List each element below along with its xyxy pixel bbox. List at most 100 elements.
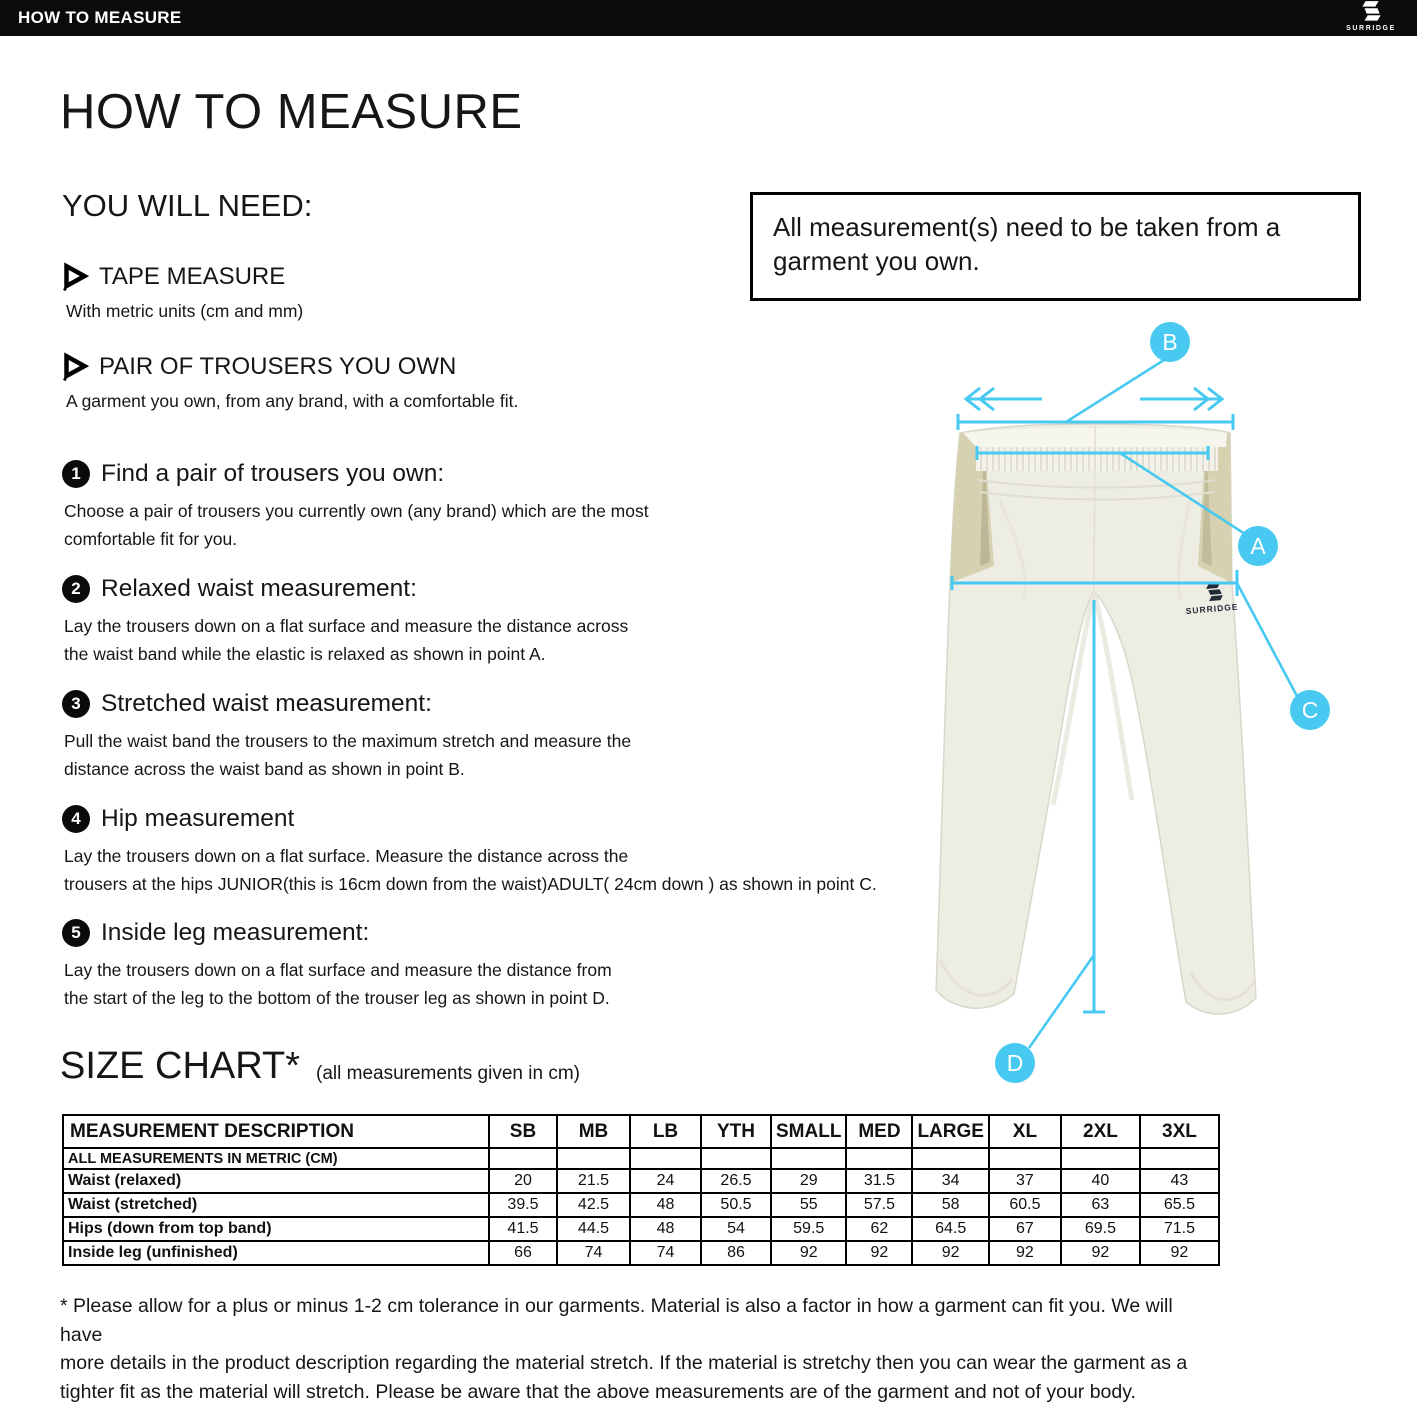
cell-value: 43 [1138, 1168, 1220, 1194]
you-will-need-heading: YOU WILL NEED: [62, 188, 313, 223]
cell-value: 92 [1059, 1240, 1141, 1266]
need-item-label: TAPE MEASURE [99, 263, 286, 290]
triangle-bullet-icon [63, 262, 90, 292]
step-title: Find a pair of trousers you own: [101, 460, 445, 487]
note-text: All measurement(s) need to be taken from… [773, 212, 1281, 276]
size-chart-subnote: (all measurements given in cm) [316, 1063, 580, 1084]
column-header: MEASUREMENT DESCRIPTION [62, 1114, 490, 1149]
step-title: Inside leg measurement: [101, 919, 370, 946]
surridge-wordmark: SURRIDGE [1346, 25, 1396, 32]
cell-value: 44.5 [556, 1216, 631, 1242]
stretch-arrows [963, 386, 1225, 412]
need-item-tape-measure: TAPE MEASURE [62, 262, 285, 292]
step-title: Relaxed waist measurement: [101, 575, 417, 602]
cell-value: 65.5 [1138, 1192, 1220, 1218]
trouser-measurement-diagram: SURRIDGE [935, 322, 1330, 1083]
note-box: All measurement(s) need to be taken from… [750, 192, 1361, 301]
cell-value: 71.5 [1138, 1216, 1220, 1242]
cell-value: 48 [629, 1216, 702, 1242]
cell-value: 92 [1138, 1240, 1220, 1266]
callout-b: B [1150, 322, 1190, 362]
cell-value: 34 [911, 1168, 990, 1194]
column-header: 3XL [1138, 1114, 1220, 1149]
cell-value: 31.5 [845, 1168, 914, 1194]
step-description: Pull the waist band the trousers to the … [64, 731, 632, 779]
step-description: Lay the trousers down on a flat surface.… [64, 846, 877, 894]
tolerance-disclaimer: * Please allow for a plus or minus 1-2 c… [60, 1295, 1188, 1403]
cell-value: 92 [987, 1240, 1062, 1266]
step-title: Hip measurement [101, 805, 295, 832]
step-description: Lay the trousers down on a flat surface … [64, 616, 629, 664]
cell-value: 62 [845, 1216, 914, 1242]
cell-value: 63 [1059, 1192, 1141, 1218]
measure-line-d [1027, 600, 1105, 1049]
measure-line-b [956, 358, 1235, 430]
surridge-s-icon [1362, 1, 1381, 21]
need-item-sub: A garment you own, from any brand, with … [66, 391, 519, 411]
row-label: Waist (stretched) [62, 1192, 490, 1218]
callout-a: A [1238, 526, 1278, 566]
size-chart-heading: SIZE CHART* [60, 1045, 301, 1087]
cell-value: 64.5 [911, 1216, 990, 1242]
step-title: Stretched waist measurement: [101, 690, 432, 717]
garment-surridge-logo: SURRIDGE [1185, 583, 1239, 617]
column-header: MB [556, 1114, 631, 1149]
cell-value: 60.5 [987, 1192, 1062, 1218]
cell-value: 42.5 [556, 1192, 631, 1218]
cell-value: 24 [629, 1168, 702, 1194]
step-number-badge: 4 [62, 805, 90, 833]
cell-value: 92 [911, 1240, 990, 1266]
column-header: SMALL [769, 1114, 848, 1149]
column-header: YTH [700, 1114, 772, 1149]
measure-line-a [975, 446, 1246, 536]
cell-value: 66 [488, 1240, 558, 1266]
cell-value: 74 [556, 1240, 631, 1266]
column-header: XL [987, 1114, 1062, 1149]
callout-d: D [995, 1043, 1035, 1083]
cell-value: 92 [845, 1240, 914, 1266]
measurement-annotations: B A C D [950, 322, 1330, 1083]
need-item-trousers: PAIR OF TROUSERS YOU OWN [62, 352, 456, 382]
row-label: Waist (relaxed) [62, 1168, 490, 1194]
size-chart-table: MEASUREMENT DESCRIPTION SB MB LB YTH SMA… [62, 1114, 1220, 1266]
column-header: LARGE [911, 1114, 990, 1149]
column-header: 2XL [1059, 1114, 1141, 1149]
cell-value: 92 [769, 1240, 848, 1266]
cell-value: 37 [987, 1168, 1062, 1194]
top-bar: HOW TO MEASURE SURRIDGE [0, 0, 1417, 36]
column-header: LB [629, 1114, 702, 1149]
triangle-bullet-icon [63, 352, 90, 382]
step-number-badge: 1 [62, 460, 90, 488]
cell-value: 67 [987, 1216, 1062, 1242]
cell-value: 20 [488, 1168, 558, 1194]
svg-text:C: C [1302, 697, 1319, 723]
table-row-waist-relaxed: Waist (relaxed) 20 21.5 24 26.5 29 31.5 … [62, 1168, 1220, 1194]
row-label: Inside leg (unfinished) [62, 1240, 490, 1266]
need-item-label: PAIR OF TROUSERS YOU OWN [99, 353, 457, 380]
cell-value: 69.5 [1059, 1216, 1141, 1242]
cell-value: 54 [700, 1216, 772, 1242]
step-number-badge: 3 [62, 690, 90, 718]
step-5: 5 Inside leg measurement: Lay the trouse… [62, 919, 962, 1012]
cell-value: 21.5 [556, 1168, 631, 1194]
metric-note-row: ALL MEASUREMENTS IN METRIC (CM) [62, 1147, 1220, 1170]
cell-value: 74 [629, 1240, 702, 1266]
cell-value: 86 [700, 1240, 772, 1266]
top-bar-title: HOW TO MEASURE [18, 8, 182, 27]
svg-text:A: A [1250, 533, 1266, 559]
cell-value: 57.5 [845, 1192, 914, 1218]
step-3: 3 Stretched waist measurement: Pull the … [62, 690, 962, 783]
column-header: MED [845, 1114, 914, 1149]
trousers-illustration: SURRIDGE [935, 423, 1257, 1015]
cell-value: 26.5 [700, 1168, 772, 1194]
table-row-inside-leg: Inside leg (unfinished) 66 74 74 86 92 9… [62, 1240, 1220, 1266]
svg-text:SURRIDGE: SURRIDGE [1185, 602, 1239, 617]
surridge-logo: SURRIDGE [1335, 1, 1407, 32]
table-header-row: MEASUREMENT DESCRIPTION SB MB LB YTH SMA… [62, 1114, 1220, 1149]
step-description: Lay the trousers down on a flat surface … [64, 960, 612, 1008]
step-2: 2 Relaxed waist measurement: Lay the tro… [62, 575, 962, 668]
cell-value: 58 [911, 1192, 990, 1218]
step-description: Choose a pair of trousers you currently … [64, 501, 649, 549]
step-4: 4 Hip measurement Lay the trousers down … [62, 805, 962, 898]
cell-value: 40 [1059, 1168, 1141, 1194]
